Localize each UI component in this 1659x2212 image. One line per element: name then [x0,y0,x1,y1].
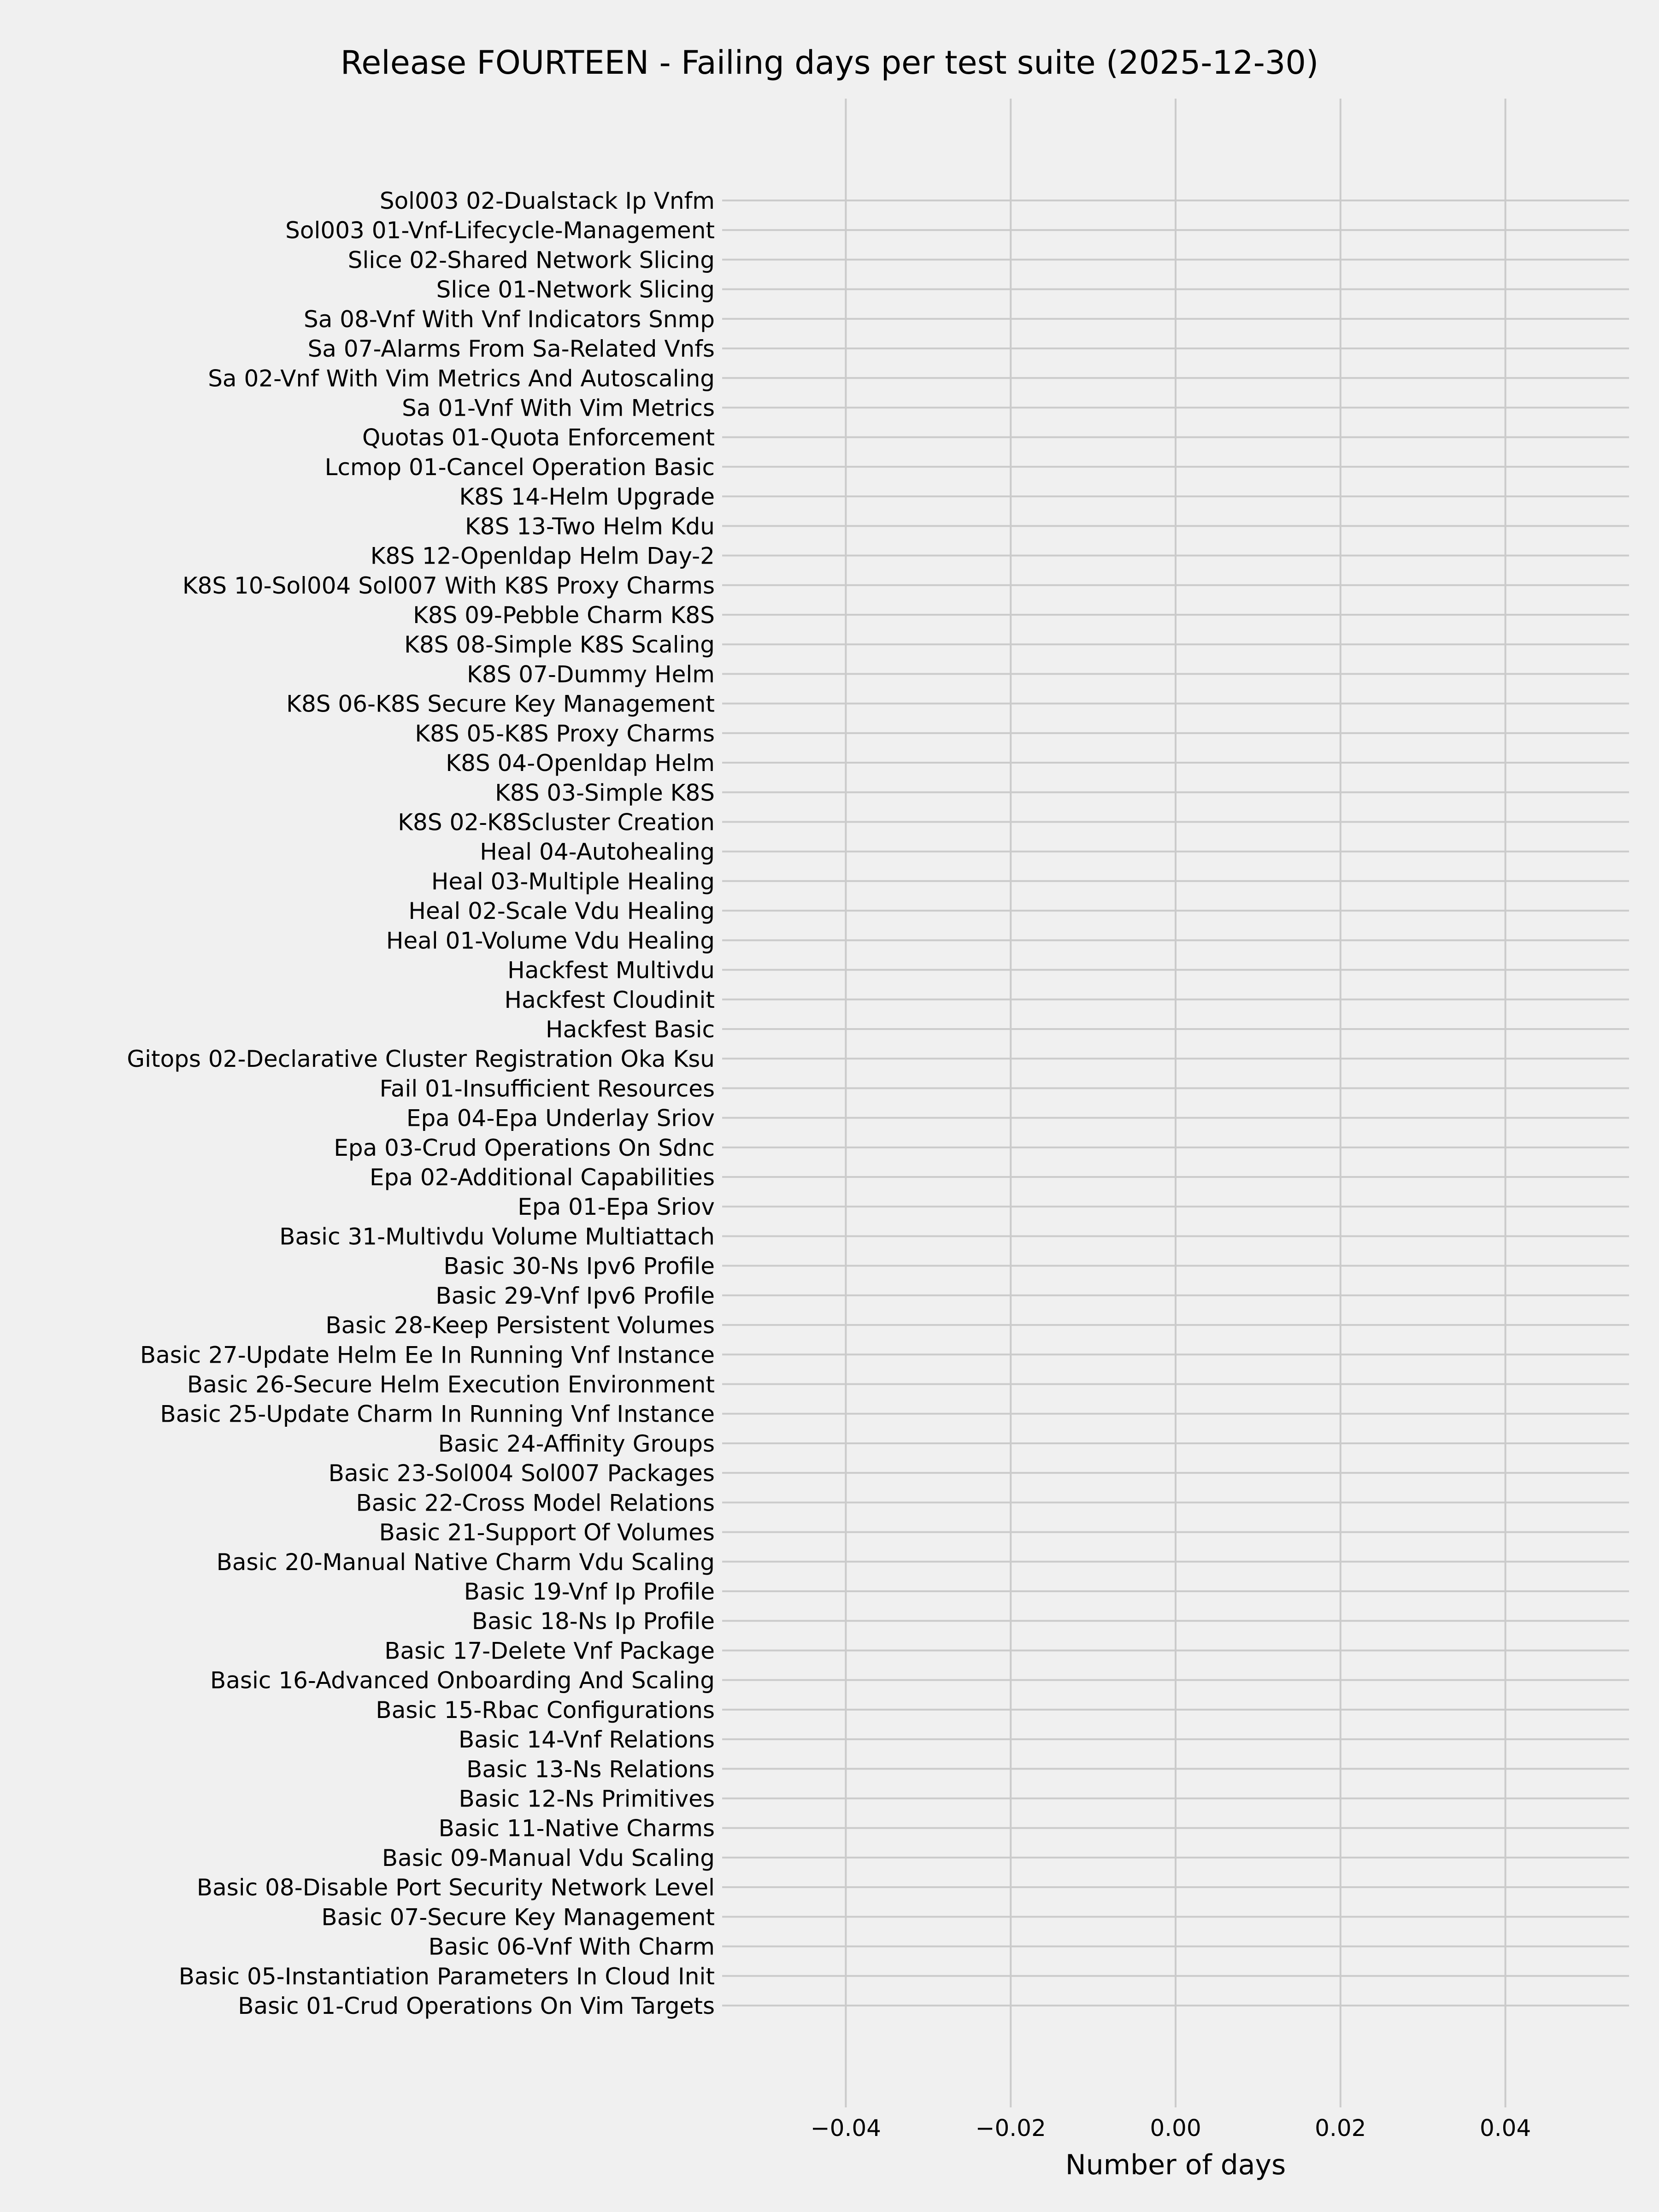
y-tick-label: Heal 02-Scale Vdu Healing [408,898,715,924]
y-tick-label: Basic 25-Update Charm In Running Vnf Ins… [160,1401,715,1428]
y-tick-label: Basic 23-Sol004 Sol007 Packages [329,1460,715,1487]
y-tick-label: Heal 04-Autohealing [480,839,715,865]
y-tick-label: Basic 05-Instantiation Parameters In Clo… [179,1963,715,1990]
y-tick-labels: Sol003 02-Dualstack Ip Vnfm Sol003 01-Vnf… [127,188,715,2019]
x-tick-labels: −0.04 −0.02 0.00 0.02 0.04 [811,2115,1531,2141]
y-tick-label: Lcmop 01-Cancel Operation Basic [325,454,715,481]
y-tick-label: Sol003 02-Dualstack Ip Vnfm [380,188,715,214]
y-tick-label: Basic 13-Ns Relations [466,1756,715,1783]
y-tick-label: Hackfest Multivdu [507,957,715,984]
y-tick-label: Quotas 01-Quota Enforcement [362,424,715,451]
y-tick-label: Basic 17-Delete Vnf Package [384,1637,715,1664]
y-tick-label: Sol003 01-Vnf-Lifecycle-Management [285,217,715,244]
x-tick-label: 0.04 [1480,2115,1531,2141]
y-tick-label: K8S 05-K8S Proxy Charms [415,720,715,747]
y-tick-label: K8S 08-Simple K8S Scaling [404,631,715,658]
y-tick-label: Gitops 02-Declarative Cluster Registrati… [127,1046,715,1072]
y-tick-label: K8S 02-K8Scluster Creation [398,809,715,835]
y-tick-label: Sa 07-Alarms From Sa-Related Vnfs [308,335,715,362]
y-tick-label: Fail 01-Insufficient Resources [380,1075,715,1102]
y-tick-label: Sa 01-Vnf With Vim Metrics [402,394,715,421]
y-tick-label: Basic 07-Secure Key Management [321,1904,715,1930]
y-tick-label: Slice 02-Shared Network Slicing [348,247,715,273]
y-tick-label: Basic 14-Vnf Relations [459,1726,715,1753]
y-tick-label: Heal 01-Volume Vdu Healing [386,927,715,954]
y-tick-label: K8S 07-Dummy Helm [467,661,715,688]
y-tick-label: K8S 06-K8S Secure Key Management [286,691,715,718]
y-tick-label: Basic 08-Disable Port Security Network L… [197,1874,715,1901]
y-tick-label: Basic 18-Ns Ip Profile [472,1608,715,1635]
y-tick-label: K8S 10-Sol004 Sol007 With K8S Proxy Char… [182,572,715,599]
y-tick-label: K8S 14-Helm Upgrade [459,483,715,510]
y-tick-label: Epa 02-Additional Capabilities [370,1164,715,1191]
y-tick-label: Epa 03-Crud Operations On Sdnc [334,1135,715,1161]
x-tick-label: 0.00 [1150,2115,1201,2141]
y-tick-label: Basic 06-Vnf With Charm [429,1934,715,1960]
x-tick-label: −0.02 [976,2115,1046,2141]
gridlines [722,99,1629,2107]
y-tick-label: Basic 01-Crud Operations On Vim Targets [238,1993,715,2019]
y-tick-label: Basic 11-Native Charms [439,1815,715,1842]
y-tick-label: Sa 02-Vnf With Vim Metrics And Autoscali… [208,365,715,392]
y-tick-label: Slice 01-Network Slicing [436,276,715,303]
y-tick-label: Basic 24-Affinity Groups [438,1430,715,1457]
y-tick-label: K8S 12-Openldap Helm Day-2 [371,543,715,570]
y-tick-label: Epa 04-Epa Underlay Sriov [406,1105,715,1132]
y-tick-label: Hackfest Basic [546,1016,715,1043]
chart-title: Release FOURTEEN - Failing days per test… [341,44,1319,82]
y-tick-label: K8S 04-Openldap Helm [446,750,715,777]
y-tick-label: Basic 09-Manual Vdu Scaling [382,1845,715,1871]
y-tick-label: Epa 01-Epa Sriov [518,1194,715,1220]
y-tick-label: Basic 31-Multivdu Volume Multiattach [279,1223,715,1250]
y-tick-label: Sa 08-Vnf With Vnf Indicators Snmp [304,306,715,333]
y-tick-label: Basic 15-Rbac Configurations [376,1697,715,1724]
y-tick-label: Basic 12-Ns Primitives [459,1786,715,1812]
y-tick-label: K8S 09-Pebble Charm K8S [413,602,715,629]
y-tick-label: Basic 29-Vnf Ipv6 Profile [435,1282,715,1309]
y-tick-label: Basic 16-Advanced Onboarding And Scaling [210,1667,715,1694]
y-tick-label: Basic 21-Support Of Volumes [379,1519,715,1546]
y-tick-label: Basic 27-Update Helm Ee In Running Vnf I… [140,1341,715,1368]
x-tick-label: −0.04 [811,2115,881,2141]
y-tick-label: K8S 03-Simple K8S [495,779,715,806]
y-tick-label: Basic 19-Vnf Ip Profile [464,1578,715,1605]
y-tick-label: Basic 28-Keep Persistent Volumes [325,1312,715,1339]
y-tick-label: Hackfest Cloudinit [505,987,715,1013]
y-tick-label: Heal 03-Multiple Healing [431,868,715,895]
y-tick-label: Basic 30-Ns Ipv6 Profile [443,1253,715,1280]
y-tick-label: K8S 13-Two Helm Kdu [465,513,715,540]
x-tick-label: 0.02 [1315,2115,1366,2141]
y-tick-label: Basic 26-Secure Helm Execution Environme… [187,1371,715,1398]
y-tick-label: Basic 20-Manual Native Charm Vdu Scaling [217,1549,715,1576]
x-axis-label: Number of days [1065,2149,1286,2181]
y-tick-label: Basic 22-Cross Model Relations [356,1489,715,1516]
